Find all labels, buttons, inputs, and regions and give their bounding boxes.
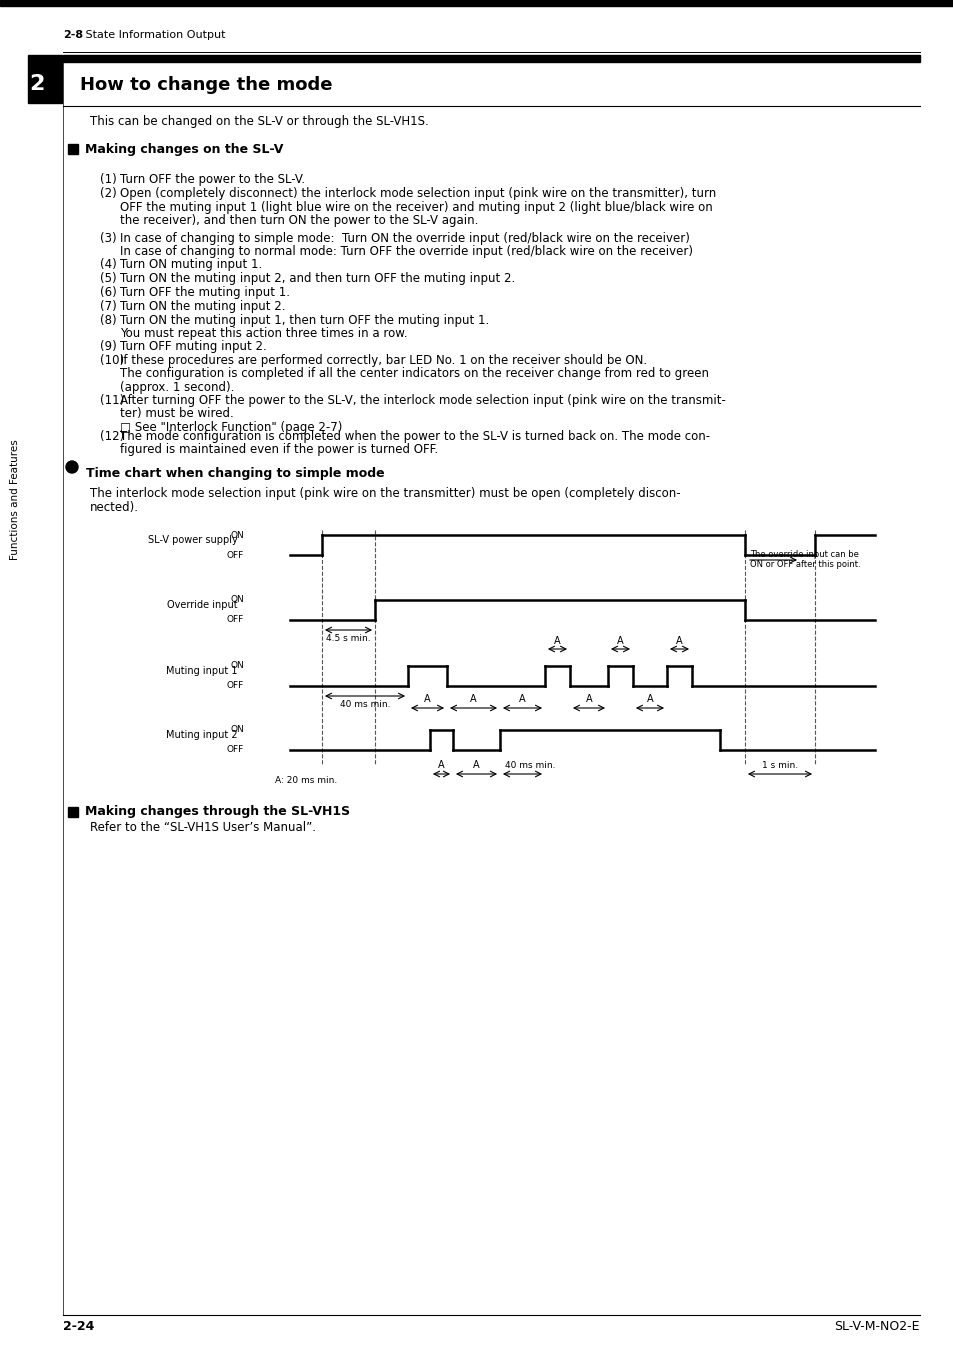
Text: The configuration is completed if all the center indicators on the receiver chan: The configuration is completed if all th…	[120, 367, 708, 381]
Text: (7): (7)	[100, 300, 116, 313]
Text: Time chart when changing to simple mode: Time chart when changing to simple mode	[86, 467, 384, 479]
Text: Turn OFF the muting input 1.: Turn OFF the muting input 1.	[120, 286, 290, 298]
Text: Turn ON the muting input 2, and then turn OFF the muting input 2.: Turn ON the muting input 2, and then tur…	[120, 271, 515, 285]
Circle shape	[66, 460, 78, 472]
Text: figured is maintained even if the power is turned OFF.: figured is maintained even if the power …	[120, 444, 437, 456]
Text: The interlock mode selection input (pink wire on the transmitter) must be open (: The interlock mode selection input (pink…	[90, 487, 679, 500]
Text: (11): (11)	[100, 394, 124, 406]
Text: □ See "Interlock Function" (page 2-7): □ See "Interlock Function" (page 2-7)	[120, 421, 342, 433]
Bar	[63, 55, 919, 62]
Text: 2-8: 2-8	[63, 30, 83, 40]
Text: 40 ms min.: 40 ms min.	[339, 701, 390, 709]
Text: A: A	[616, 636, 622, 647]
Text: 2: 2	[30, 74, 45, 94]
Text: A: A	[424, 694, 431, 703]
Bar	[28, 55, 62, 103]
Text: Muting input 2: Muting input 2	[166, 730, 237, 740]
Text: ON: ON	[230, 725, 244, 734]
Text: OFF: OFF	[227, 616, 244, 625]
Text: You must repeat this action three times in a row.: You must repeat this action three times …	[120, 328, 407, 340]
Bar	[68, 807, 78, 817]
Text: A: 20 ms min.: A: 20 ms min.	[274, 776, 337, 784]
Text: After turning OFF the power to the SL-V, the interlock mode selection input (pin: After turning OFF the power to the SL-V,…	[120, 394, 725, 406]
Bar	[0, 0, 953, 5]
Text: A: A	[437, 760, 444, 770]
Text: If these procedures are performed correctly, bar LED No. 1 on the receiver shoul: If these procedures are performed correc…	[120, 354, 646, 367]
Text: Turn OFF muting input 2.: Turn OFF muting input 2.	[120, 340, 267, 352]
Text: A: A	[470, 694, 476, 703]
Text: State Information Output: State Information Output	[82, 30, 225, 40]
Text: SL-V-M-NO2-E: SL-V-M-NO2-E	[834, 1320, 919, 1332]
Text: ter) must be wired.: ter) must be wired.	[120, 408, 233, 420]
Text: Open (completely disconnect) the interlock mode selection input (pink wire on th: Open (completely disconnect) the interlo…	[120, 188, 716, 200]
Text: the receiver), and then turn ON the power to the SL-V again.: the receiver), and then turn ON the powe…	[120, 215, 477, 227]
Text: Turn OFF the power to the SL-V.: Turn OFF the power to the SL-V.	[120, 173, 305, 186]
Text: (12): (12)	[100, 431, 124, 443]
Text: (2): (2)	[100, 188, 116, 200]
Text: A: A	[518, 694, 525, 703]
Text: ON: ON	[230, 531, 244, 540]
Text: A: A	[473, 760, 479, 770]
Text: (1): (1)	[100, 173, 116, 186]
Text: (8): (8)	[100, 315, 116, 327]
Text: 40 ms min.: 40 ms min.	[504, 761, 555, 770]
Text: How to change the mode: How to change the mode	[80, 76, 333, 95]
Bar	[68, 144, 78, 154]
Text: (9): (9)	[100, 340, 116, 352]
Text: In case of changing to normal mode: Turn OFF the override input (red/black wire : In case of changing to normal mode: Turn…	[120, 246, 692, 258]
Text: Making changes on the SL-V: Making changes on the SL-V	[85, 143, 283, 157]
Text: Turn ON muting input 1.: Turn ON muting input 1.	[120, 258, 262, 271]
Text: nected).: nected).	[90, 501, 139, 514]
Text: (3): (3)	[100, 232, 116, 244]
Text: ON: ON	[230, 595, 244, 605]
Text: This can be changed on the SL-V or through the SL-VH1S.: This can be changed on the SL-V or throu…	[90, 115, 428, 128]
Text: SL-V power supply: SL-V power supply	[148, 535, 237, 545]
Text: The mode configuration is completed when the power to the SL-V is turned back on: The mode configuration is completed when…	[120, 431, 709, 443]
Text: 1 s min.: 1 s min.	[761, 761, 798, 770]
Text: OFF: OFF	[227, 551, 244, 559]
Text: Functions and Features: Functions and Features	[10, 440, 20, 560]
Text: Override input: Override input	[167, 599, 237, 610]
Text: OFF: OFF	[227, 745, 244, 755]
Text: Turn ON the muting input 2.: Turn ON the muting input 2.	[120, 300, 285, 313]
Text: Turn ON the muting input 1, then turn OFF the muting input 1.: Turn ON the muting input 1, then turn OF…	[120, 315, 489, 327]
Text: A: A	[585, 694, 592, 703]
Text: 2-24: 2-24	[63, 1320, 94, 1332]
Text: ON: ON	[230, 662, 244, 671]
Text: A: A	[675, 636, 681, 647]
Text: Making changes through the SL-VH1S: Making changes through the SL-VH1S	[85, 805, 350, 818]
Text: OFF the muting input 1 (light blue wire on the receiver) and muting input 2 (lig: OFF the muting input 1 (light blue wire …	[120, 201, 712, 213]
Text: OFF: OFF	[227, 682, 244, 690]
Text: (approx. 1 second).: (approx. 1 second).	[120, 381, 234, 394]
Text: (5): (5)	[100, 271, 116, 285]
Text: A: A	[553, 636, 559, 647]
Text: Refer to the “SL-VH1S User’s Manual”.: Refer to the “SL-VH1S User’s Manual”.	[90, 821, 315, 834]
Text: (6): (6)	[100, 286, 116, 298]
Text: A: A	[646, 694, 653, 703]
Text: (4): (4)	[100, 258, 116, 271]
Text: (10): (10)	[100, 354, 124, 367]
Text: Muting input 1: Muting input 1	[167, 666, 237, 676]
Text: In case of changing to simple mode:  Turn ON the override input (red/black wire : In case of changing to simple mode: Turn…	[120, 232, 689, 244]
Text: 4.5 s min.: 4.5 s min.	[326, 634, 371, 643]
Text: The override input can be
ON or OFF after this point.: The override input can be ON or OFF afte…	[749, 549, 860, 570]
